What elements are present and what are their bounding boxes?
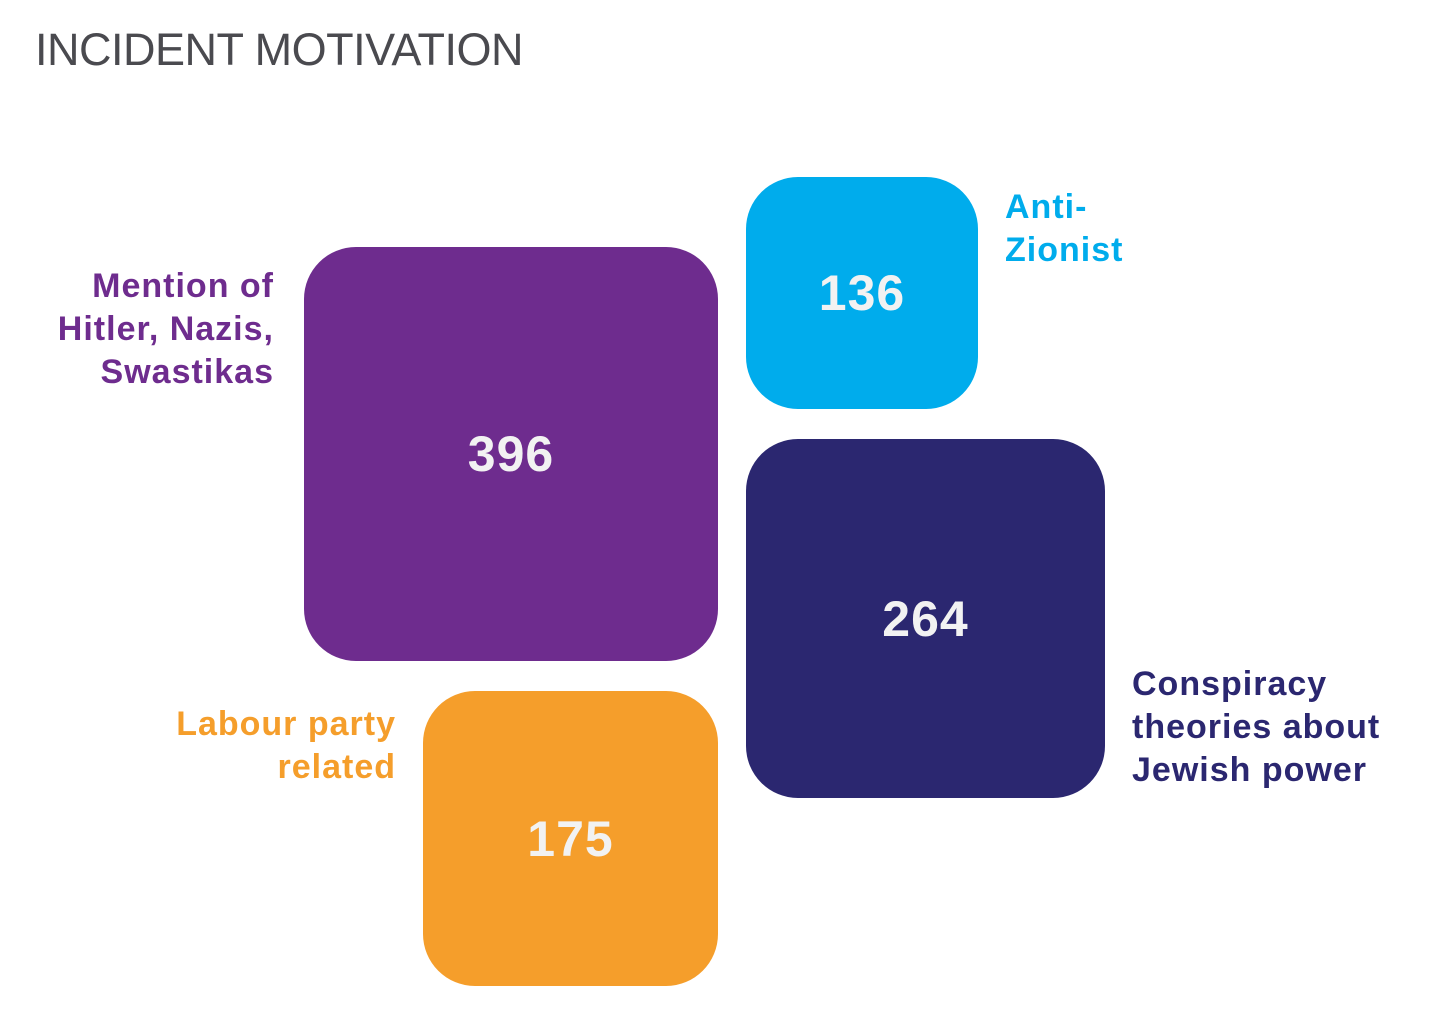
box-anti-zionist: 136 (746, 177, 978, 409)
category-label-labour: Labour party related (176, 705, 396, 786)
value-label-labour: 175 (527, 810, 614, 867)
value-label-hitler: 396 (467, 426, 555, 482)
box-hitler-nazis-swastikas: 396 (304, 247, 718, 661)
box-labour-party: 175 (423, 691, 718, 986)
category-label-conspiracy: Conspiracy theories about Jewish power (1132, 665, 1381, 789)
value-label-conspiracy: 264 (882, 590, 969, 647)
category-label-anti-zionist: Anti- Zionist (1005, 188, 1124, 269)
box-conspiracy-theories: 264 (746, 439, 1105, 798)
value-label-anti-zionist: 136 (818, 265, 906, 321)
category-label-hitler: Mention of Hitler, Nazis, Swastikas (57, 267, 274, 391)
chart-title: INCIDENT MOTIVATION (35, 24, 524, 75)
